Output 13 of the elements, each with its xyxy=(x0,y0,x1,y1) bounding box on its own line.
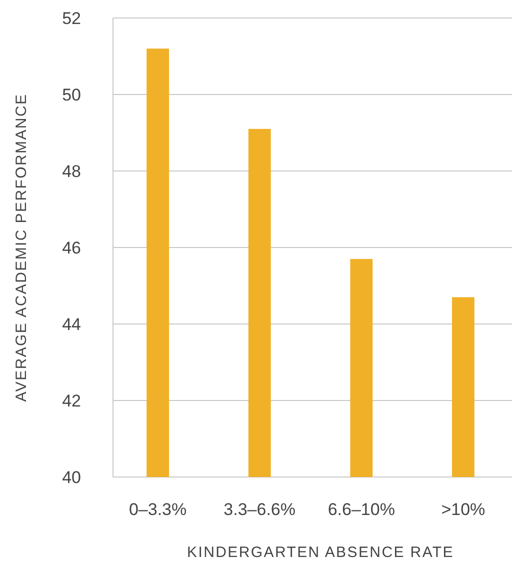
x-axis-title: KINDERGARTEN ABSENCE RATE xyxy=(187,544,454,561)
y-tick-label: 42 xyxy=(62,391,81,410)
x-tick-label: >10% xyxy=(441,500,486,519)
y-tick-label: 52 xyxy=(62,8,81,28)
y-tick-label: 50 xyxy=(62,85,81,104)
y-tick-label: 46 xyxy=(62,238,81,258)
y-tick-label: 44 xyxy=(62,314,81,334)
x-tick-label: 3.3–6.6% xyxy=(224,500,296,519)
y-axis-title: AVERAGE ACADEMIC PERFORMANCE xyxy=(13,93,30,402)
x-tick-label: 0–3.3% xyxy=(128,500,187,519)
y-tick-label: 48 xyxy=(62,162,81,181)
x-tick-label: 6.6–10% xyxy=(328,500,395,519)
y-tick-label: 40 xyxy=(62,468,81,487)
